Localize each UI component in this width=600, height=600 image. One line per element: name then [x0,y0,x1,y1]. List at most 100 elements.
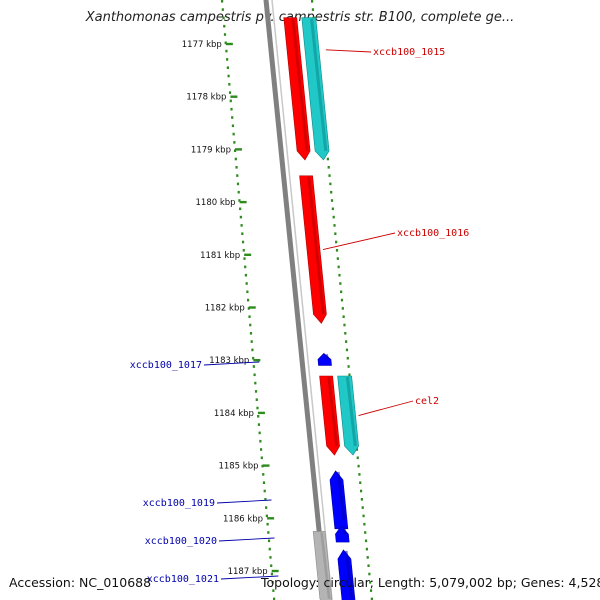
outer-track-dot [364,539,368,543]
tick-track-dot [227,74,230,78]
tick-track-dot [233,149,237,152]
gene-label-text[interactable]: xccb100_1020 [145,536,217,547]
tick-track-dot [269,556,272,559]
tick-track-dot [224,41,227,45]
outer-track-dot [365,547,368,551]
gene-label-leader [322,232,396,250]
outer-track-dot [369,581,372,584]
tick-track-dot [244,265,247,269]
outer-track-dot [311,8,315,11]
outer-track-dot [361,506,364,509]
outer-track-dot [329,182,332,186]
gene-blue-xccb100_1020[interactable] [335,525,350,543]
outer-track-dot [339,282,342,285]
kbp-tick-label: 1179 kbp [191,145,231,155]
gene-label-leader [218,537,275,542]
gene-arrow-shade [325,354,330,360]
gene-label-leader [203,361,260,366]
tick-track-dot [266,522,269,526]
tick-track-dot [243,257,246,260]
gene-cyan-cel2[interactable] [337,375,359,456]
tick-track-dot [265,514,268,518]
tick-track-dot [231,116,234,119]
gene-red-g-red-1[interactable] [283,17,311,161]
outer-track-dot [311,0,314,3]
kbp-tick-mark [257,411,265,415]
outer-track-dot [330,190,333,194]
tick-track-dot [246,298,250,302]
gene-label-text[interactable]: xccb100_1019 [143,498,215,509]
tick-track-dot [251,348,254,352]
kbp-tick-mark [230,95,238,98]
gene-blue-xccb100_1019[interactable] [329,470,349,530]
tick-track-dot [239,215,242,219]
gene-label-leader [358,400,414,416]
outer-track-dot [363,522,366,526]
outer-track-dot [333,224,336,227]
gene-label-text[interactable]: xccb100_1017 [130,360,202,371]
gene-label-text[interactable]: xccb100_1021 [147,574,219,585]
gene-label-layer: xccb100_1015 xccb100_1016 xccb100_1017 cel2… [130,47,470,585]
gene-label-text[interactable]: xccb100_1016 [397,228,469,239]
kbp-tick-label: 1184 kbp [214,409,254,419]
outer-track-dot [360,498,363,501]
gene-label-text[interactable]: xccb100_1015 [373,47,445,58]
gene-blue-xccb100_1017[interactable] [317,352,332,366]
tick-track-dot [252,365,255,368]
gene-grey-g-grey-1[interactable] [312,531,333,600]
tick-track-dot [272,597,276,600]
outer-track-dot [364,531,367,534]
outer-track-dot [335,249,339,252]
outer-track-dot [357,464,360,468]
tick-track-dot [228,91,232,94]
outer-track-dot [355,448,359,451]
outer-track-dot [334,232,337,235]
tick-track-dot [265,506,268,509]
tick-track-dot [260,456,263,460]
outer-track-dot [358,473,361,476]
outer-track-dot [359,481,362,484]
gene-label-text[interactable]: cel2 [415,396,439,407]
tick-track-dot [232,132,235,136]
tick-track-dot [245,282,248,285]
tick-track-dot [252,356,255,360]
tick-track-dot [234,157,237,161]
kbp-tick-label: 1187 kbp [228,567,268,577]
tick-track-dot [250,340,253,343]
gene-arrow [317,352,332,366]
outer-track-dot [368,572,371,576]
tick-track-dot [241,240,245,244]
kbp-tick-mark [239,200,247,204]
backbone-line [263,0,329,600]
outer-track-dot [348,373,351,377]
outer-track-dot [336,257,339,260]
gene-red-xccb100_1016[interactable] [299,175,327,324]
outer-track-dot [341,307,344,310]
gene-cyan-xccb100_1015[interactable] [301,17,330,161]
tick-track-dot [237,190,240,194]
kbp-tick-label: 1186 kbp [223,514,263,524]
tick-track-dot [249,323,252,327]
outer-track-dot [335,240,338,244]
tick-track-dot [264,498,267,501]
tick-track-dot [259,439,262,443]
gene-arrow-shade [342,526,347,535]
tick-track-dot [259,448,263,451]
outer-track-dot [356,456,359,460]
gene-blue-xccb100_1021[interactable] [337,549,356,600]
gene-label-leader [325,49,372,53]
tick-track-dot [258,431,261,435]
gene-arrow-shade [344,550,354,600]
outer-track-dot [338,273,341,277]
kbp-tick-label: 1180 kbp [196,198,236,208]
tick-track-dot [242,249,245,252]
gene-arrow-shade [310,18,328,152]
tick-track-dot [222,16,225,20]
tick-track-dot [235,166,238,169]
kbp-tick-mark [244,253,252,256]
gene-red-g-red-3[interactable] [319,375,340,456]
gene-arrow-shade [291,18,309,152]
tick-track-dot [253,373,256,377]
kbp-tick-mark [271,569,279,573]
